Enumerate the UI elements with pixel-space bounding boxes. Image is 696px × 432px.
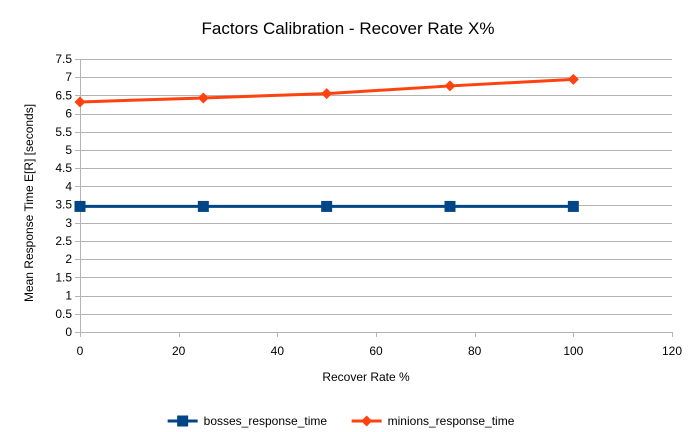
chart-title: Factors Calibration - Recover Rate X% bbox=[202, 19, 495, 38]
data-point bbox=[197, 200, 209, 212]
legend-label: minions_response_time bbox=[388, 414, 515, 428]
data-point bbox=[444, 200, 456, 212]
y-tick-label: 7 bbox=[65, 70, 72, 84]
legend-marker bbox=[177, 415, 189, 427]
y-tick-label: 3 bbox=[65, 216, 72, 230]
series-bosses_response_time bbox=[74, 200, 579, 212]
data-point bbox=[444, 80, 456, 92]
y-tick-label: 4.5 bbox=[55, 161, 72, 175]
data-point bbox=[567, 200, 579, 212]
data-point bbox=[74, 96, 86, 108]
y-tick-label: 5.5 bbox=[55, 125, 72, 139]
y-tick-label: 0 bbox=[65, 325, 72, 339]
x-tick-label: 60 bbox=[369, 344, 383, 358]
y-tick-label: 7.5 bbox=[55, 52, 72, 66]
legend-marker bbox=[361, 415, 373, 427]
y-tick-label: 1 bbox=[65, 289, 72, 303]
x-tick-label: 20 bbox=[172, 344, 186, 358]
series-layer bbox=[74, 73, 579, 212]
data-point bbox=[74, 200, 86, 212]
y-tick-label: 4 bbox=[65, 179, 72, 193]
legend: bosses_response_time minions_response_tim… bbox=[167, 414, 515, 428]
y-tick-label: 0.5 bbox=[55, 307, 72, 321]
y-tick-label: 5 bbox=[65, 143, 72, 157]
y-tick-label: 2 bbox=[65, 252, 72, 266]
x-tick-label: 80 bbox=[468, 344, 482, 358]
x-tick-label: 120 bbox=[662, 344, 682, 358]
x-tick-label: 0 bbox=[77, 344, 84, 358]
y-tick-label: 3.5 bbox=[55, 198, 72, 212]
x-tick-label: 40 bbox=[271, 344, 285, 358]
y-axis-label: Mean Response Time E[R] [seconds] bbox=[22, 104, 36, 302]
data-point bbox=[197, 92, 209, 104]
gridlines bbox=[75, 59, 672, 337]
legend-item: bosses_response_time bbox=[167, 414, 328, 428]
y-tick-label: 6.5 bbox=[55, 88, 72, 102]
y-axis-ticks: 0 0.5 1 1.5 2 2.5 3 3.5 4 4.5 5 5.5 6 6.5 7 7.5 bbox=[55, 52, 72, 339]
data-point bbox=[321, 88, 333, 100]
legend-item: minions_response_time bbox=[351, 414, 515, 428]
x-axis-ticks: 0 20 40 60 80 100 120 bbox=[77, 332, 682, 358]
x-tick-label: 100 bbox=[563, 344, 583, 358]
series-minions_response_time bbox=[74, 73, 579, 108]
data-point bbox=[567, 73, 579, 85]
data-point bbox=[321, 200, 333, 212]
y-tick-label: 1.5 bbox=[55, 270, 72, 284]
y-tick-label: 6 bbox=[65, 107, 72, 121]
legend-label: bosses_response_time bbox=[204, 414, 328, 428]
y-tick-label: 2.5 bbox=[55, 234, 72, 248]
x-axis-label: Recover Rate % bbox=[322, 370, 410, 384]
